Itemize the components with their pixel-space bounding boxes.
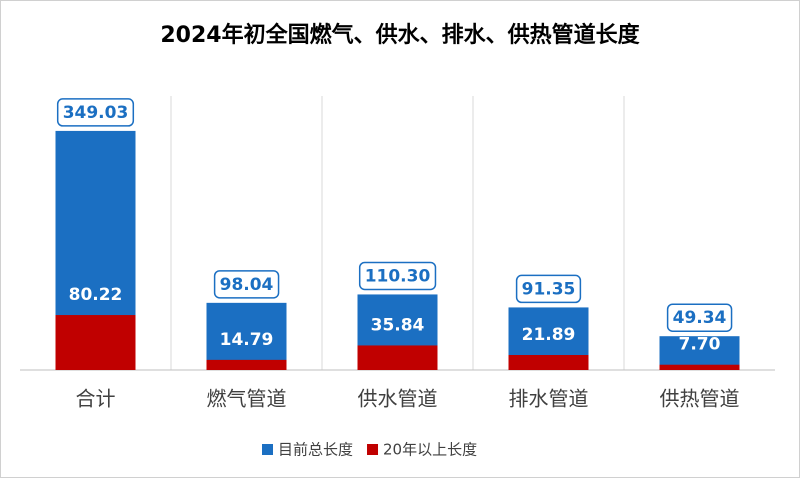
value-label: 21.89	[522, 325, 576, 345]
x-tick-label: 排水管道	[509, 387, 589, 411]
bar	[357, 345, 438, 370]
value-label: 35.84	[371, 315, 425, 335]
x-tick-label: 合计	[76, 387, 116, 411]
value-label-box	[358, 261, 437, 291]
bar	[659, 336, 740, 370]
value-label: 91.35	[522, 279, 576, 299]
legend-label: 20年以上长度	[383, 441, 477, 459]
bar	[206, 359, 287, 370]
x-tick-label: 供水管道	[358, 387, 438, 411]
bar	[55, 315, 136, 370]
value-label-box	[666, 303, 733, 332]
value-label: 349.03	[63, 103, 129, 123]
value-label: 98.04	[220, 275, 274, 295]
x-tick-label: 燃气管道	[207, 387, 287, 411]
x-tick-label: 供热管道	[660, 387, 740, 411]
value-label-box	[213, 270, 280, 299]
chart-title: 2024年初全国燃气、供水、排水、供热管道长度	[160, 22, 640, 48]
value-label: 80.22	[69, 285, 123, 305]
value-label-box	[515, 274, 582, 304]
legend-swatch	[367, 444, 379, 455]
value-label: 110.30	[365, 266, 431, 286]
value-label: 49.34	[673, 308, 727, 328]
legend-label: 目前总长度	[278, 441, 353, 459]
bar	[206, 302, 287, 370]
bar	[659, 364, 740, 370]
legend-swatch	[262, 444, 273, 455]
value-label: 7.70	[679, 335, 721, 355]
bar	[508, 355, 589, 370]
value-label-box	[56, 98, 135, 127]
value-label: 14.79	[220, 330, 274, 350]
